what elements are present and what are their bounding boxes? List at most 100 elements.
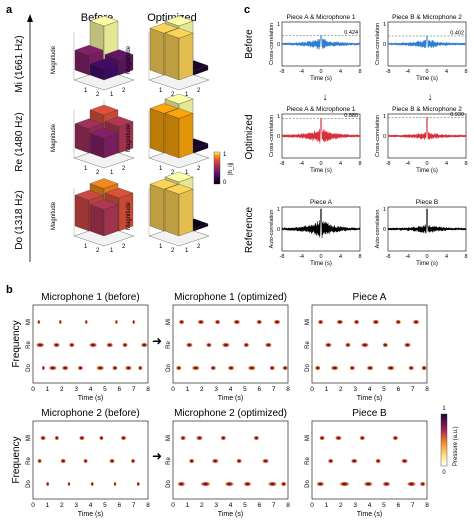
correlation-trace — [387, 35, 467, 49]
y-axis-label: Cross-correlation — [269, 115, 275, 157]
x-tick-label: 1 — [46, 386, 50, 393]
x-tick-label: 2 — [339, 386, 343, 393]
x-axis-label: Time (s) — [416, 168, 438, 174]
note-mark — [37, 319, 41, 325]
axis-tick: 1 — [159, 88, 163, 94]
x-tick-label: 8 — [286, 502, 290, 509]
spectrogram-plot: Piece B Mi Re Do 0 1 2 3 4 5 6 7 8 Time (s) — [305, 408, 429, 518]
y-tick-label: 1 — [277, 114, 280, 120]
note-mark — [317, 319, 324, 325]
bar-top — [149, 179, 179, 190]
x-axis-label: Time (s) — [78, 395, 103, 402]
note-mark — [178, 319, 185, 325]
note-mark — [227, 365, 235, 371]
x-tick-label: 0 — [171, 502, 175, 509]
bar-top — [164, 108, 194, 119]
x-tick-label: -8 — [386, 254, 391, 260]
plot-title: Piece A — [353, 292, 387, 303]
axis-tick: 2 — [197, 244, 201, 250]
x-tick-label: 8 — [425, 386, 429, 393]
y-tick-label: 0 — [383, 42, 386, 48]
colorbar-a-label: |h_ij| — [228, 162, 234, 175]
x-axis-label: Time (s) — [218, 511, 243, 518]
peak-value-label: 0.930 — [450, 112, 464, 118]
axis-tick: 1 — [84, 166, 88, 172]
note-mark — [382, 481, 391, 487]
x-tick-label: 8 — [358, 161, 361, 167]
plot-title: Microphone 2 (optimized) — [174, 408, 287, 419]
bar-top — [89, 178, 119, 189]
note-mark — [96, 365, 105, 371]
x-tick-label: 0 — [425, 69, 428, 75]
note-mark — [269, 365, 276, 371]
spectrogram-plot: Piece A Mi Re Do 0 1 2 3 4 5 6 7 8 Time (s) — [305, 292, 429, 402]
axis-tick: 2 — [96, 248, 100, 254]
note-mark — [220, 435, 227, 441]
z-axis-label: Magnitude — [126, 123, 132, 152]
axis-tick: 1 — [84, 244, 88, 250]
bar-top — [164, 28, 194, 39]
x-axis-label: Time (s) — [357, 395, 382, 402]
x-tick-label: 7 — [132, 502, 136, 509]
y-tick-label: 1 — [277, 22, 280, 28]
plot-title: Piece A & Microphone 1 — [286, 14, 355, 21]
x-tick-label: 0 — [310, 386, 314, 393]
y-axis-label: Cross-correlation — [269, 23, 275, 65]
note-mark — [363, 481, 373, 487]
x-tick-label: 3 — [74, 502, 78, 509]
note-label: Do — [26, 480, 32, 488]
note-label: Mi — [305, 435, 311, 441]
axis-tick: 2 — [197, 166, 201, 172]
note-mark — [412, 319, 420, 325]
x-tick-label: -4 — [405, 69, 410, 75]
plot-frame — [32, 420, 149, 500]
note-mark — [40, 435, 46, 441]
x-tick-label: 3 — [214, 386, 218, 393]
correlation-plot: Piece A Auto-correlation 1 0 -8 -4 0 4 8 Time (s) — [269, 199, 362, 267]
note-mark — [349, 365, 356, 371]
note-mark — [336, 319, 344, 325]
bar-top — [74, 190, 104, 201]
x-tick-label: 3 — [353, 502, 357, 509]
bar-grid-3d: Magnitude 1 2 1 2 — [126, 93, 210, 176]
note-mark — [236, 458, 242, 464]
x-tick-label: 7 — [132, 386, 136, 393]
note-mark — [353, 319, 360, 325]
correlation-trace — [387, 208, 467, 234]
x-tick-label: 4 — [368, 386, 372, 393]
note-mark — [265, 342, 272, 348]
x-tick-label: 1 — [186, 502, 190, 509]
x-tick-label: 4 — [339, 161, 342, 167]
x-tick-label: 7 — [411, 502, 415, 509]
x-tick-label: 0 — [319, 254, 322, 260]
z-axis-label: Magnitude — [51, 201, 57, 230]
note-label: Re — [305, 457, 311, 465]
correlation-plot: Piece B & Microphone 2 Cross-correlation 1… — [375, 106, 468, 174]
y-tick-label: 0 — [277, 42, 280, 48]
note-mark — [136, 481, 140, 487]
peak-value-label: 0.402 — [450, 31, 464, 37]
x-tick-label: -4 — [405, 254, 410, 260]
x-tick-label: -4 — [299, 254, 304, 260]
x-axis-label: Time (s) — [218, 395, 243, 402]
axis-tick: 2 — [96, 92, 100, 98]
bar-grid-3d: Magnitude 1 2 1 2 — [126, 15, 210, 98]
plot-title: Piece B — [416, 199, 438, 206]
note-mark — [185, 342, 193, 348]
x-tick-label: 0 — [31, 386, 35, 393]
y-axis-label: Cross-correlation — [375, 115, 381, 157]
bar-face — [149, 108, 165, 154]
note-mark — [180, 435, 186, 441]
row-label: Mi (1661 Hz) — [14, 35, 25, 92]
x-tick-label: 4 — [368, 502, 372, 509]
x-tick-label: 1 — [325, 386, 329, 393]
note-mark — [113, 481, 117, 487]
row-label: Reference — [244, 206, 255, 253]
axis-tick: 1 — [185, 92, 189, 98]
x-tick-label: 0 — [31, 502, 35, 509]
bar-top — [104, 49, 134, 60]
plot-title: Microphone 2 (before) — [41, 408, 139, 419]
note-mark — [120, 435, 127, 441]
panel-b-spectrograms: Microphone 1 (before) Mi Re Do 0 1 2 3 4 5 6 7 8 Time… — [11, 292, 429, 518]
arrow-down-icon: ↓ — [323, 92, 328, 103]
